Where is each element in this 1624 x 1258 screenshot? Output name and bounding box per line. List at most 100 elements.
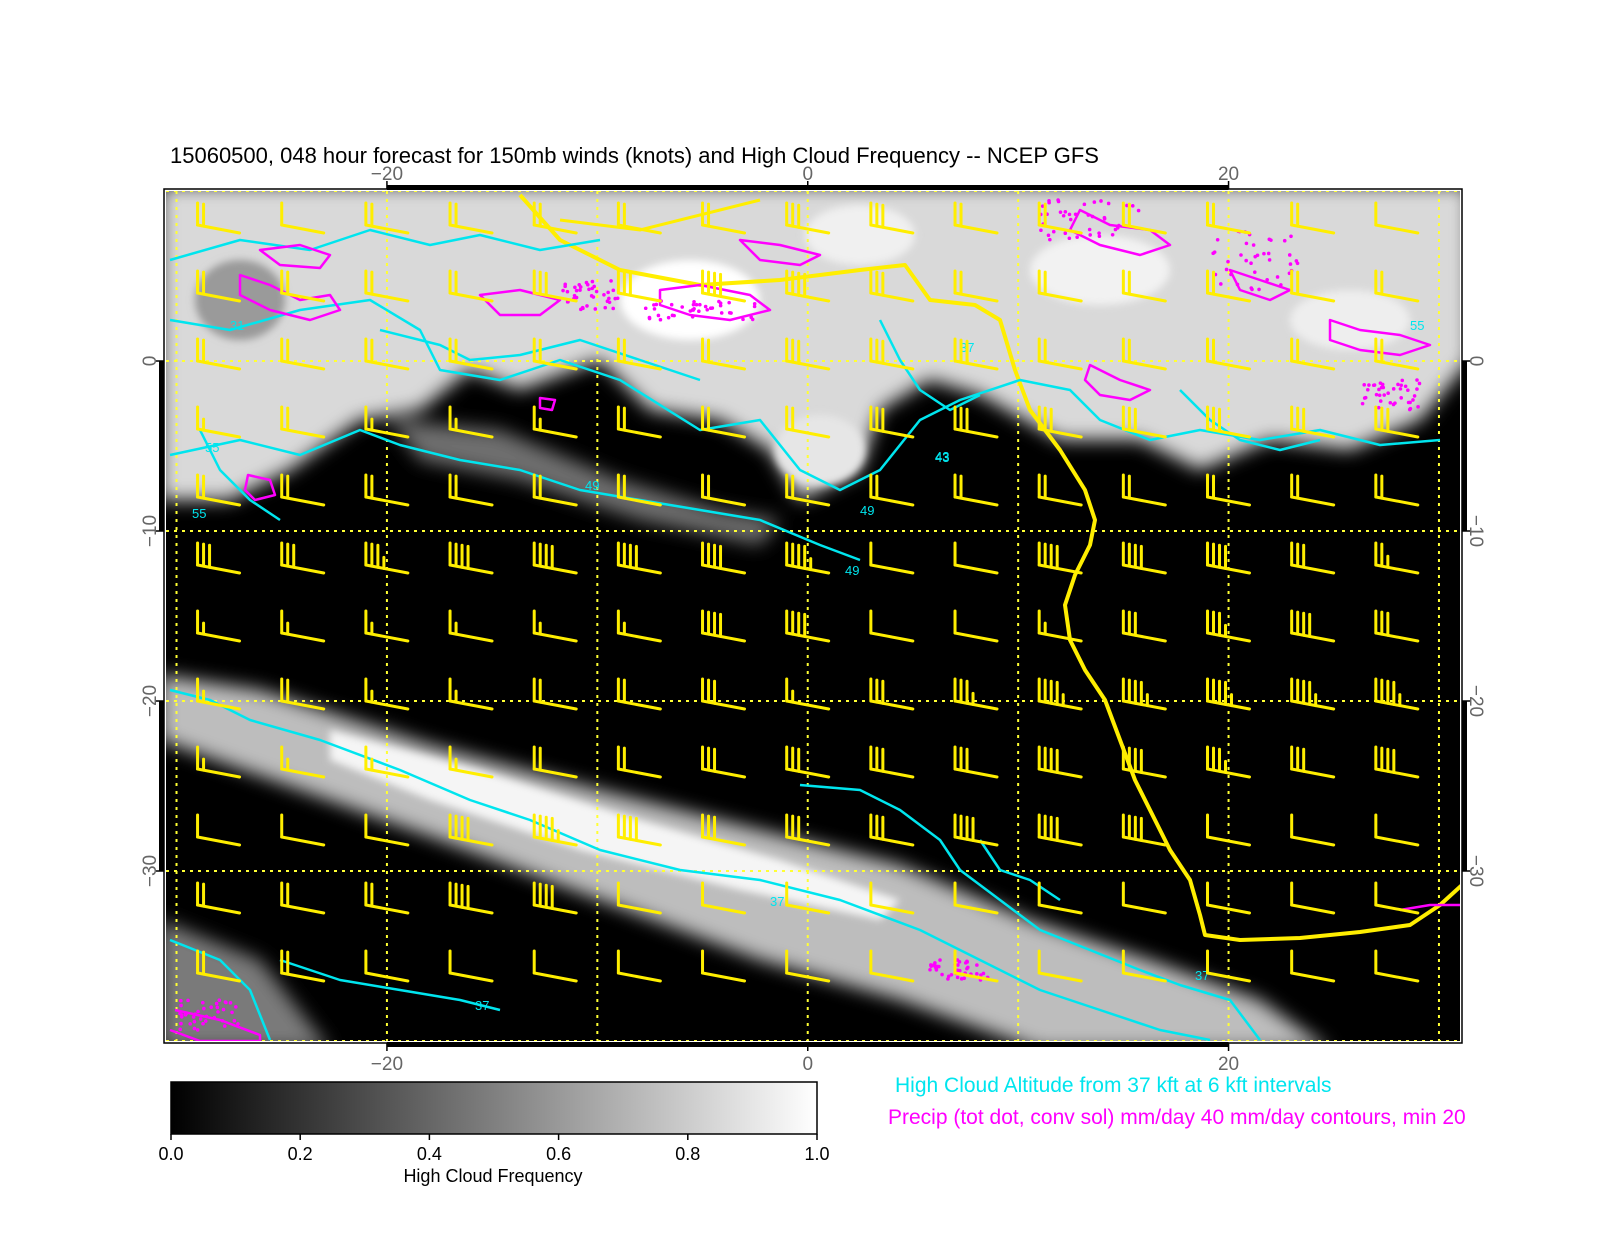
wind-barb: [953, 881, 999, 915]
lat-tick-label-left: −10: [140, 515, 161, 547]
wind-barb: [280, 541, 326, 575]
precip-dot: [1372, 383, 1377, 387]
precip-dot: [579, 307, 583, 312]
wind-barb: [532, 813, 578, 847]
precip-dot: [1267, 258, 1272, 262]
cloud-core-5: [775, 415, 865, 485]
precip-dot: [1250, 287, 1254, 292]
precip-dot: [1403, 384, 1408, 389]
wind-barb: [953, 405, 999, 439]
precip-dot: [1235, 282, 1240, 287]
precip-dot: [1056, 198, 1060, 202]
wind-barb: [280, 405, 326, 439]
precip-dot: [981, 971, 986, 976]
wind-barb: [1121, 405, 1167, 439]
wind-barb: [1121, 201, 1167, 235]
precip-dot: [694, 302, 699, 307]
precip-dot: [1378, 399, 1383, 403]
precip-dot: [1294, 259, 1299, 263]
precip-dot: [1257, 287, 1261, 292]
precip-dot: [680, 305, 685, 309]
precip-dot: [1415, 378, 1419, 382]
frame-bar: [807, 1042, 1229, 1047]
contour-label: 49: [585, 478, 599, 493]
wind-barb: [785, 745, 831, 779]
precip-dot: [1386, 391, 1390, 396]
precip-dot: [602, 292, 606, 297]
legend-cloud-altitude: High Cloud Altitude from 37 kft at 6 kft…: [895, 1074, 1332, 1097]
frame-bar: [386, 185, 808, 190]
precip-dot: [963, 961, 968, 965]
wind-barb: [364, 813, 410, 847]
precip-dot: [1391, 387, 1396, 391]
lon-tick-label-top: −20: [371, 164, 403, 185]
colorbar-tick-label: 0.6: [546, 1144, 571, 1164]
precip-dot: [690, 314, 695, 319]
precip-dot: [1244, 241, 1249, 246]
precip-dot: [938, 958, 942, 962]
precip-dot: [215, 1005, 220, 1010]
wind-barb: [532, 541, 578, 575]
precip-dot: [1377, 393, 1382, 398]
wind-barb: [1037, 881, 1083, 915]
lon-tick-label-bottom: −20: [371, 1054, 403, 1075]
precip-dot: [1097, 234, 1102, 239]
wind-barb: [1290, 337, 1336, 371]
precip-dot: [703, 304, 708, 309]
precip-dot: [203, 1019, 208, 1023]
precip-dot: [1289, 234, 1293, 239]
wind-barb: [869, 473, 915, 507]
wind-barb: [953, 541, 999, 575]
precip-dot: [955, 968, 960, 973]
precip-dot: [1063, 231, 1068, 236]
colorbar-tick-label: 0.4: [417, 1144, 442, 1164]
precip-dot: [1097, 231, 1101, 236]
cloud-altitude-contours: [169, 228, 1441, 1041]
wind-barb: [616, 949, 662, 983]
wind-barb: [869, 609, 915, 643]
wind-barb: [196, 949, 242, 983]
frame-bar: [1462, 701, 1467, 871]
precip-dot: [1249, 261, 1253, 266]
precip-dot: [230, 1010, 234, 1015]
wind-barb: [448, 541, 494, 575]
precip-dot: [178, 1027, 183, 1032]
precip-dot: [193, 1012, 198, 1017]
wind-barb: [1121, 609, 1167, 643]
contour-label: 37: [770, 894, 784, 909]
wind-barb: [364, 949, 410, 983]
wind-barb: [869, 677, 915, 711]
wind-barbs: [196, 201, 1420, 983]
precip-dot: [1067, 212, 1072, 217]
precip-dot: [1082, 202, 1087, 207]
contour-label: 31: [230, 318, 244, 333]
wind-barb: [1290, 541, 1336, 575]
wind-barb: [364, 609, 410, 643]
precip-dot: [1040, 204, 1045, 208]
lat-tick-label-right: 0: [1465, 356, 1486, 367]
precip-dot: [191, 1015, 196, 1019]
precip-dot: [975, 963, 979, 967]
lat-tick-label-left: 0: [140, 356, 161, 367]
precip-dot: [578, 288, 582, 292]
wind-barb: [953, 269, 999, 303]
wind-barb: [196, 881, 242, 915]
wind-barb: [448, 949, 494, 983]
lat-tick-label-right: −20: [1465, 685, 1486, 717]
wind-barb: [701, 541, 747, 575]
wind-barb: [616, 337, 662, 371]
precip-dot: [749, 315, 754, 320]
wind-barb: [532, 201, 578, 235]
contour-label: 55: [192, 506, 206, 521]
wind-barb: [364, 269, 410, 303]
precip-dot: [692, 306, 696, 311]
wind-barb: [616, 813, 662, 847]
precip-dot: [1399, 396, 1403, 400]
contour-label: 55: [1410, 318, 1424, 333]
colorbar-ticks: 0.0 0.2 0.4 0.6 0.8 1.0: [158, 1134, 830, 1164]
colorbar-tick-label: 0.2: [288, 1144, 313, 1164]
precip-dot: [209, 1005, 213, 1009]
precip-dot: [1063, 210, 1068, 214]
wind-barb: [448, 881, 494, 915]
wind-barb: [1121, 269, 1167, 303]
